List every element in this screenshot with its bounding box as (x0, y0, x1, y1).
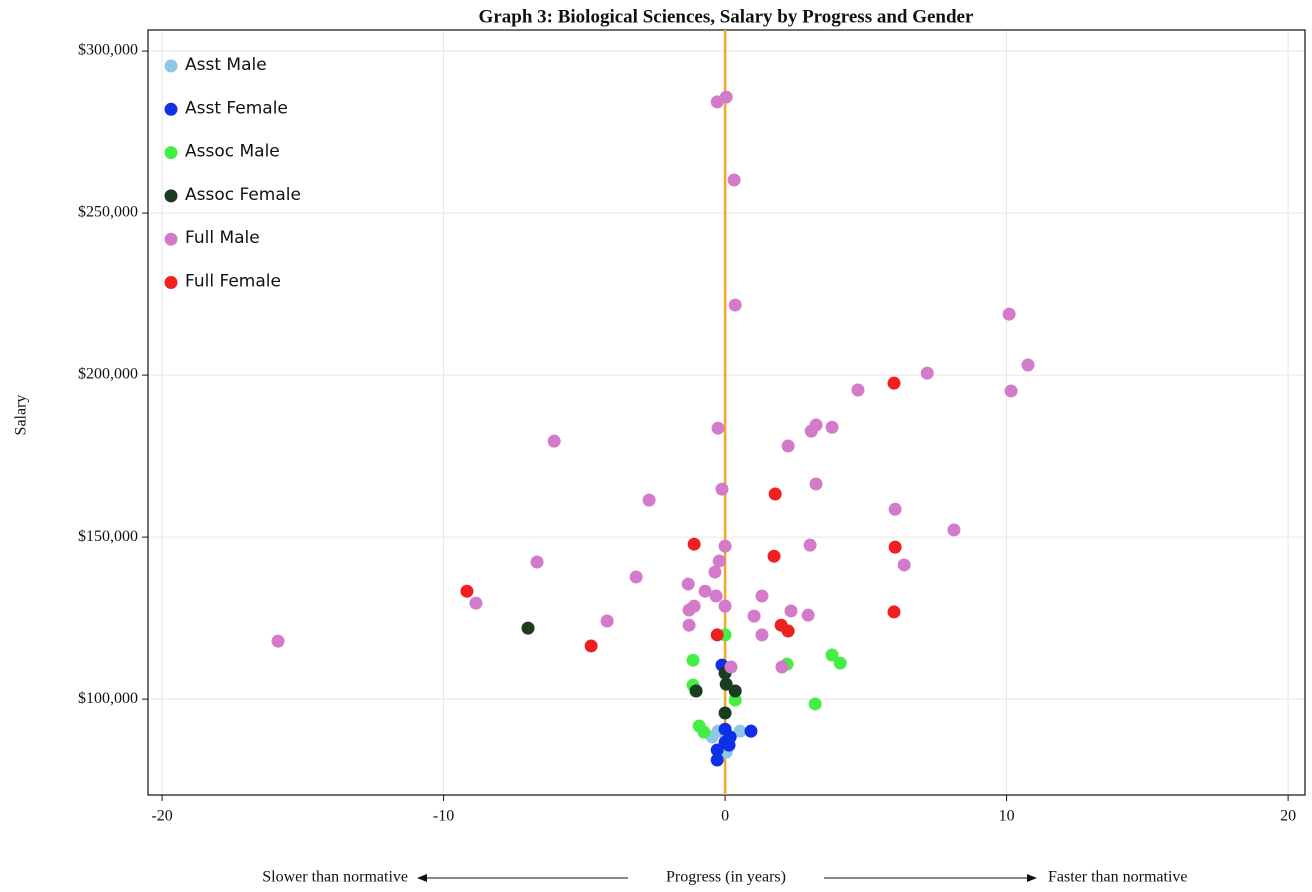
legend-label: Asst Female (185, 98, 288, 118)
legend-marker (164, 59, 178, 73)
x-tick-label: 0 (721, 808, 729, 825)
point (271, 634, 285, 648)
point (888, 540, 902, 554)
point (521, 621, 535, 635)
legend-marker (164, 232, 178, 246)
legend-marker (164, 276, 178, 289)
point (947, 523, 961, 537)
point (755, 628, 769, 642)
point (719, 677, 733, 691)
y-tick-label: $300,000 (78, 42, 138, 59)
y-tick-label: $250,000 (78, 204, 138, 221)
point (804, 424, 818, 438)
point (920, 366, 934, 380)
point (768, 487, 782, 501)
legend-label: Full Female (185, 272, 281, 292)
point (728, 684, 742, 698)
y-tick-label: $200,000 (78, 366, 138, 383)
x-tick-label: -20 (151, 808, 172, 825)
x-tick-label: -10 (433, 808, 454, 825)
point (784, 604, 798, 618)
x-tick-label: 10 (999, 808, 1015, 825)
legend-label: Assoc Male (185, 142, 280, 162)
y-tick-label: $100,000 (78, 690, 138, 707)
point (697, 725, 711, 739)
point (718, 599, 732, 613)
point (710, 753, 724, 767)
point (642, 493, 656, 507)
point (897, 558, 911, 572)
x-right-note: Faster than normative (1048, 869, 1188, 886)
point (851, 383, 865, 397)
point (833, 656, 847, 670)
point (719, 90, 733, 104)
legend-marker (164, 102, 178, 116)
point (781, 624, 795, 638)
point (629, 570, 643, 584)
x-tick-label: 20 (1280, 808, 1296, 825)
point (584, 639, 598, 653)
point (733, 724, 747, 738)
point (809, 477, 823, 491)
point (712, 554, 726, 568)
point (775, 660, 789, 674)
point (781, 439, 795, 453)
point (698, 584, 712, 598)
point (728, 298, 742, 312)
point (887, 605, 901, 619)
point (709, 589, 723, 603)
point (722, 738, 736, 752)
point (682, 618, 696, 632)
point (825, 648, 839, 662)
point (460, 584, 474, 598)
legend-label: Full Male (185, 228, 260, 248)
legend-label: Asst Male (185, 55, 267, 75)
point (710, 743, 724, 757)
point (689, 684, 703, 698)
y-axis-label: Salary (13, 395, 30, 436)
point (767, 549, 781, 563)
point (755, 589, 769, 603)
point (710, 628, 724, 642)
point (686, 653, 700, 667)
point (469, 596, 483, 610)
point (724, 660, 738, 674)
y-tick-label: $150,000 (78, 528, 138, 545)
point (825, 420, 839, 434)
point (547, 434, 561, 448)
x-axis-label: Progress (in years) (666, 869, 786, 886)
point (1004, 384, 1018, 398)
point (681, 577, 695, 591)
point (530, 555, 544, 569)
point (727, 173, 741, 187)
point (801, 608, 815, 622)
point (687, 537, 701, 551)
point (682, 603, 696, 617)
plot-frame (147, 29, 1306, 796)
x-left-note: Slower than normative (262, 869, 408, 886)
point (744, 724, 758, 738)
point (728, 693, 742, 707)
point (1021, 358, 1035, 372)
point (711, 421, 725, 435)
point (718, 539, 732, 553)
point (808, 697, 822, 711)
legend-marker (164, 189, 178, 203)
point (718, 706, 732, 720)
point (708, 565, 722, 579)
point (887, 376, 901, 390)
chart-title: Graph 3: Biological Sciences, Salary by … (479, 6, 974, 27)
point (600, 614, 614, 628)
point (888, 502, 902, 516)
point (1002, 307, 1016, 321)
legend-label: Assoc Female (185, 185, 301, 205)
point (803, 538, 817, 552)
point (747, 609, 761, 623)
point (715, 482, 729, 496)
legend-marker (164, 146, 178, 160)
